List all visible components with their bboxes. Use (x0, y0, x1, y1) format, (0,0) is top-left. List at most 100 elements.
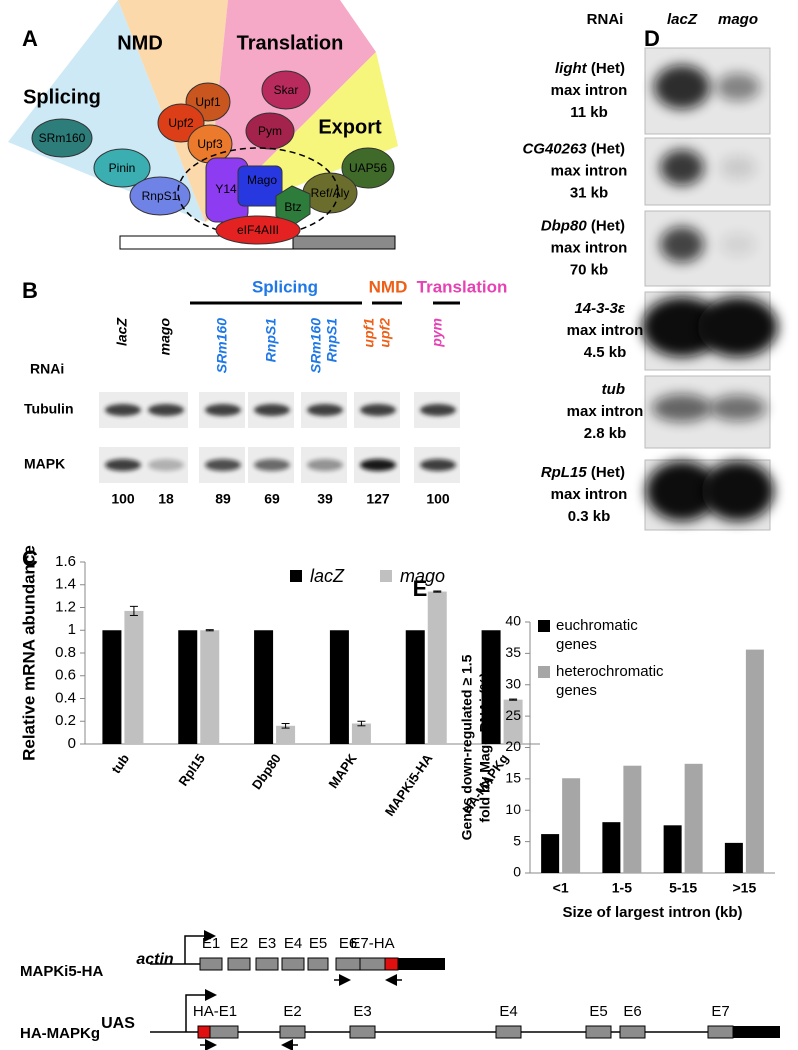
promoter-label: actin (136, 951, 174, 968)
gene-tag: (Het) (591, 217, 625, 234)
gene-name: 14-3-3ε (574, 300, 625, 317)
mago (237, 165, 283, 207)
blot-spot (710, 395, 766, 421)
protein-label: Upf3 (197, 137, 223, 151)
bar (276, 725, 296, 744)
ha-tag (197, 1025, 211, 1039)
tubulin-band (105, 404, 141, 416)
error-bar (433, 590, 442, 593)
protein-label: Btz (284, 200, 301, 214)
bar (541, 834, 560, 873)
bar (405, 630, 425, 744)
exon (199, 957, 223, 971)
y-tick-label: 5 (513, 832, 521, 848)
gene-label: tub (602, 381, 625, 398)
ha-tag (384, 957, 399, 971)
gene-tag: (Het) (591, 140, 625, 157)
bar (562, 778, 581, 873)
exon (209, 1025, 239, 1039)
bar (724, 842, 743, 873)
gene-label: 14-3-3ε (574, 300, 625, 317)
exon (255, 957, 279, 971)
mapk-band (420, 459, 456, 471)
legend-label-box: euchromatic genes (556, 617, 638, 653)
tubulin-band (205, 404, 241, 416)
mapk-band (205, 459, 241, 471)
intron-label: max intron (551, 486, 628, 503)
lane-label: lacZ (114, 318, 130, 346)
row-label: RNAi (30, 361, 64, 377)
y-tick-label: 20 (505, 738, 521, 754)
panel-letter: B (22, 278, 38, 303)
intron-label: max intron (551, 162, 628, 179)
legend-label: heterochromatic genes (556, 663, 664, 699)
x-tick-label: MAPKi5-HA (382, 751, 436, 819)
exon (281, 957, 305, 971)
y-tick-label: 0.4 (55, 689, 76, 706)
gene-name: tub (602, 381, 625, 398)
category-label: Splicing (23, 86, 101, 108)
group-label: NMD (369, 277, 408, 296)
protein-label: Upf2 (168, 116, 194, 130)
exon-label: E6 (339, 935, 357, 952)
y-axis-label: Relative mRNA abundance (19, 545, 38, 761)
blot-spot (642, 297, 722, 357)
bar (602, 822, 621, 873)
protein (245, 112, 295, 150)
legend-label: lacZ (310, 566, 345, 586)
bar (503, 699, 523, 744)
exon-label: E4 (284, 935, 302, 952)
quantity-label: 89 (215, 491, 231, 507)
lane-label: upf2 (377, 318, 393, 348)
bar (124, 610, 144, 744)
bar (481, 630, 501, 744)
gene-label: CG40263 (Het) (522, 140, 625, 157)
protein-label: Mago (247, 173, 277, 187)
exon-label: E3 (258, 935, 276, 952)
quantity-label: 69 (264, 491, 280, 507)
bar (254, 630, 274, 744)
eif4aiii (215, 215, 301, 245)
bar (663, 825, 682, 873)
legend-label: mago (400, 566, 445, 586)
tubulin-band (254, 404, 290, 416)
y-axis-label: fold by Mago RNAi (%) (477, 672, 493, 822)
tubulin-band (420, 404, 456, 416)
protein (93, 148, 151, 188)
blot-spot (660, 226, 704, 263)
intron-label: max intron (567, 322, 644, 339)
mrna-gray (292, 235, 396, 250)
legend-swatch (538, 620, 550, 632)
x-tick-label: >15 (733, 880, 757, 896)
protein (341, 147, 395, 189)
legend-label: euchromatic genes (556, 617, 638, 653)
protein-label: Y14 (215, 182, 237, 196)
lane-label: SRm160 (214, 318, 230, 373)
category-label: Export (318, 116, 382, 138)
exon-label: E7 (711, 1003, 729, 1020)
exon-label: E5 (309, 935, 327, 952)
blot-spot (720, 232, 756, 257)
bar (745, 649, 764, 873)
quantity-label: 100 (426, 491, 450, 507)
panel-letter: A (22, 26, 38, 51)
exon-label: E5 (589, 1003, 607, 1020)
exon (349, 1025, 376, 1039)
bar (427, 591, 447, 744)
exon (307, 957, 329, 971)
y-tick-label: 35 (505, 644, 521, 660)
protein-label: Skar (274, 83, 299, 97)
blot-spot (646, 461, 718, 521)
exon-label: E2 (230, 935, 248, 952)
y-axis-label: Genes down-regulated ≥ 1.5 (459, 654, 475, 840)
mapk-band (254, 459, 290, 471)
category-label: Translation (237, 32, 344, 54)
intron-label: max intron (567, 403, 644, 420)
promoter-label: UAS (101, 1015, 135, 1032)
column-header: lacZ (667, 11, 698, 28)
mapk-band (148, 459, 184, 471)
gene-tag: (Het) (591, 60, 625, 77)
y-tick-label: 1.6 (55, 553, 76, 570)
legend-swatch (290, 570, 302, 582)
